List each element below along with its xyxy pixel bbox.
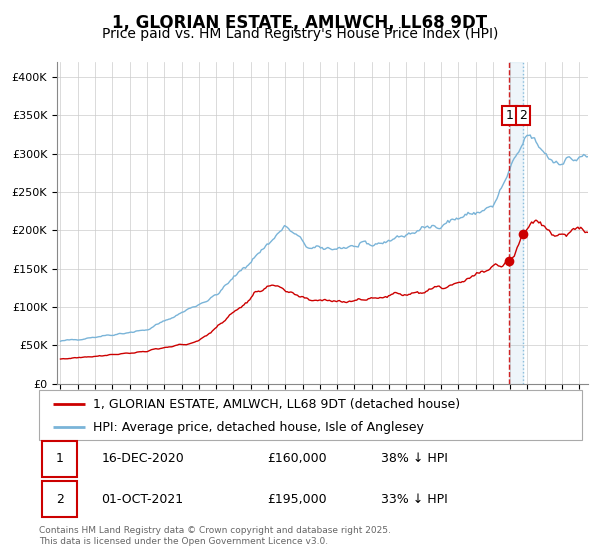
- Text: 1: 1: [506, 109, 514, 122]
- Text: 1, GLORIAN ESTATE, AMLWCH, LL68 9DT (detached house): 1, GLORIAN ESTATE, AMLWCH, LL68 9DT (det…: [94, 398, 460, 410]
- Text: 2: 2: [56, 493, 64, 506]
- Text: 1: 1: [56, 452, 64, 465]
- Text: £160,000: £160,000: [267, 452, 326, 465]
- Text: 38% ↓ HPI: 38% ↓ HPI: [381, 452, 448, 465]
- Text: 2: 2: [519, 109, 527, 122]
- Text: HPI: Average price, detached house, Isle of Anglesey: HPI: Average price, detached house, Isle…: [94, 421, 424, 434]
- FancyBboxPatch shape: [42, 441, 77, 477]
- Text: 01-OCT-2021: 01-OCT-2021: [101, 493, 184, 506]
- Text: 1, GLORIAN ESTATE, AMLWCH, LL68 9DT: 1, GLORIAN ESTATE, AMLWCH, LL68 9DT: [112, 14, 488, 32]
- Text: 16-DEC-2020: 16-DEC-2020: [101, 452, 184, 465]
- FancyBboxPatch shape: [39, 390, 582, 440]
- FancyBboxPatch shape: [42, 482, 77, 517]
- Text: Contains HM Land Registry data © Crown copyright and database right 2025.
This d: Contains HM Land Registry data © Crown c…: [39, 526, 391, 546]
- Bar: [509, 62, 523, 384]
- Text: £195,000: £195,000: [267, 493, 326, 506]
- Text: Price paid vs. HM Land Registry's House Price Index (HPI): Price paid vs. HM Land Registry's House …: [102, 27, 498, 41]
- Text: 33% ↓ HPI: 33% ↓ HPI: [381, 493, 448, 506]
